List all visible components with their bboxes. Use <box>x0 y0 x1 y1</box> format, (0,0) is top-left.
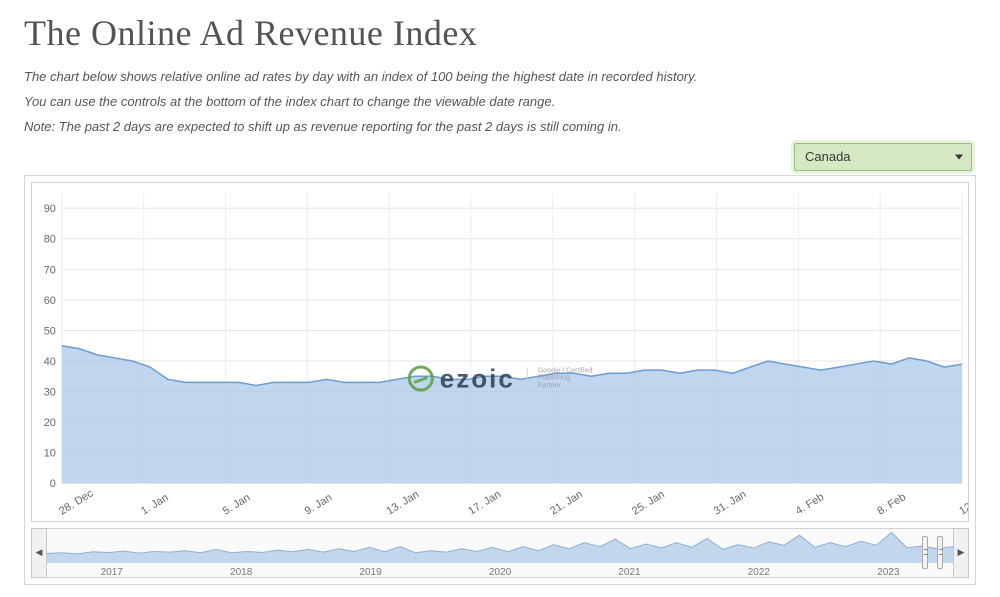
svg-text:31. Jan: 31. Jan <box>712 488 749 517</box>
main-area-chart[interactable]: 0 10 20 30 40 50 60 70 80 90 28. Dec 1. Jan 5. Jan 9.… <box>31 182 969 522</box>
svg-text:2023: 2023 <box>877 567 900 577</box>
country-selector-row: Canada <box>24 143 972 171</box>
svg-text:5. Jan: 5. Jan <box>221 491 253 517</box>
svg-text:80: 80 <box>44 233 56 245</box>
svg-text:50: 50 <box>44 325 56 337</box>
svg-text:4. Feb: 4. Feb <box>794 491 827 518</box>
svg-text:0: 0 <box>50 478 56 490</box>
svg-text:1. Jan: 1. Jan <box>139 491 171 517</box>
svg-text:25. Jan: 25. Jan <box>630 488 667 517</box>
country-select[interactable]: Canada <box>794 143 972 171</box>
triangle-right-icon: ▶ <box>958 547 965 558</box>
navigator-body[interactable]: 2017 2018 2019 2020 2021 2022 2023 <box>47 528 953 578</box>
svg-text:13. Jan: 13. Jan <box>384 488 421 517</box>
svg-text:2022: 2022 <box>748 567 771 577</box>
svg-text:21. Jan: 21. Jan <box>548 488 585 517</box>
svg-text:30: 30 <box>44 386 56 398</box>
description-line-2: You can use the controls at the bottom o… <box>24 93 976 112</box>
svg-text:17. Jan: 17. Jan <box>466 488 503 517</box>
svg-text:2021: 2021 <box>618 567 641 577</box>
svg-text:90: 90 <box>44 203 56 215</box>
range-handle-left[interactable] <box>920 529 930 577</box>
range-navigator: ◀ 2017 2018 2019 2020 2021 2022 2023 ▶ <box>31 528 969 578</box>
description-line-3: Note: The past 2 days are expected to sh… <box>24 118 976 137</box>
range-handle-right[interactable] <box>935 529 945 577</box>
svg-text:12. Feb: 12. Feb <box>957 487 968 517</box>
nav-scroll-left-button[interactable]: ◀ <box>31 528 47 578</box>
svg-text:40: 40 <box>44 356 56 368</box>
svg-text:28. Dec: 28. Dec <box>57 487 96 517</box>
country-select-value: Canada <box>805 149 851 164</box>
svg-text:8. Feb: 8. Feb <box>875 491 908 518</box>
svg-text:2018: 2018 <box>230 567 253 577</box>
page-title: The Online Ad Revenue Index <box>24 12 976 54</box>
chevron-down-icon <box>955 154 963 159</box>
svg-text:60: 60 <box>44 294 56 306</box>
svg-text:10: 10 <box>44 447 56 459</box>
svg-text:20: 20 <box>44 417 56 429</box>
description-line-1: The chart below shows relative online ad… <box>24 68 976 87</box>
svg-text:70: 70 <box>44 264 56 276</box>
triangle-left-icon: ◀ <box>36 547 43 558</box>
chart-container: 0 10 20 30 40 50 60 70 80 90 28. Dec 1. Jan 5. Jan 9.… <box>24 175 976 585</box>
nav-scroll-right-button[interactable]: ▶ <box>953 528 969 578</box>
svg-text:9. Jan: 9. Jan <box>303 491 335 517</box>
description-block: The chart below shows relative online ad… <box>24 68 976 137</box>
svg-text:2017: 2017 <box>101 567 124 577</box>
svg-text:2019: 2019 <box>359 567 382 577</box>
svg-text:2020: 2020 <box>489 567 512 577</box>
